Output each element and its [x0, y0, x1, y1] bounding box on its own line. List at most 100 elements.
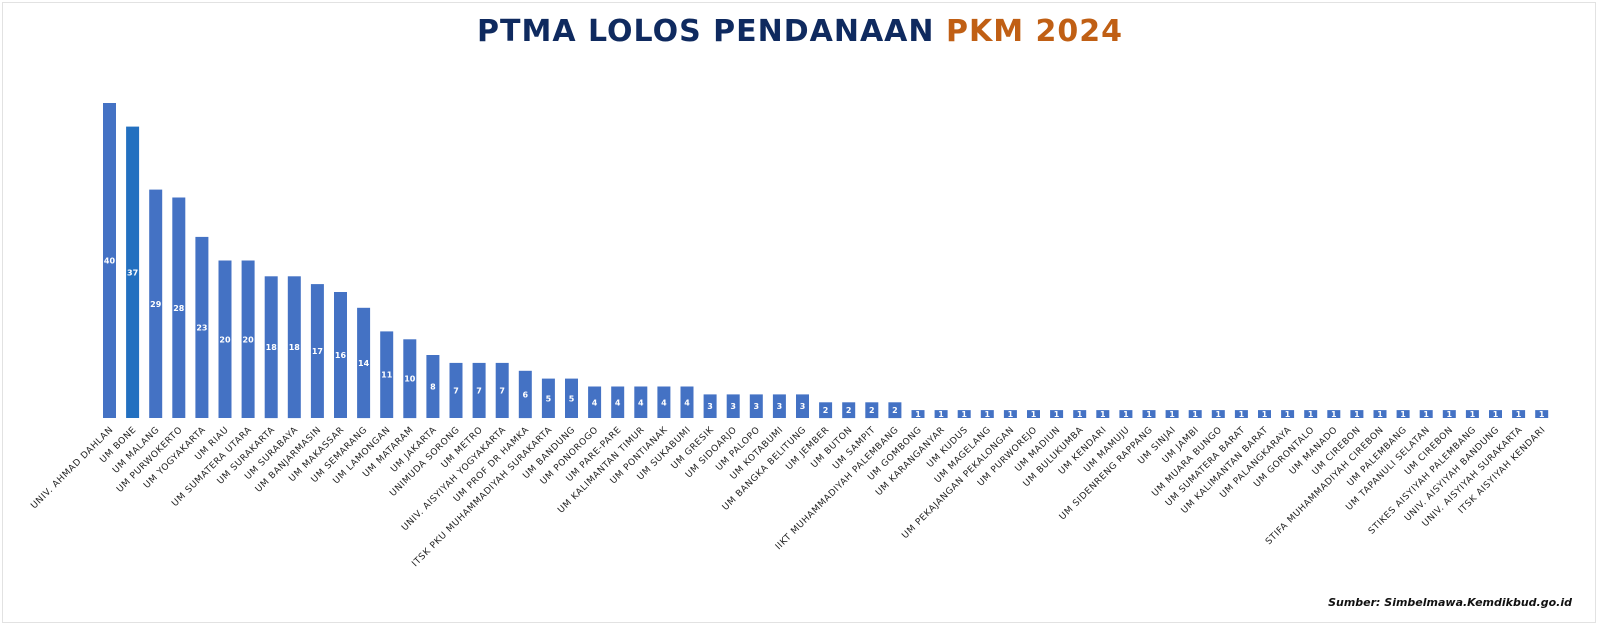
bar-value-label: 1 [1354, 410, 1360, 419]
bar [1281, 410, 1295, 418]
bar [749, 394, 763, 418]
source-note: Sumber: Simbelmawa.Kemdikbud.go.id [1328, 596, 1572, 609]
bar [726, 394, 740, 418]
bar [634, 386, 648, 418]
bar [980, 410, 994, 418]
bar [911, 410, 925, 418]
bar-value-label: 7 [453, 386, 459, 395]
bar [426, 355, 440, 418]
bar-value-label: 1 [1192, 410, 1198, 419]
bar-value-label: 4 [684, 398, 690, 407]
bar [1465, 410, 1479, 418]
bar-value-label: 1 [1400, 410, 1406, 419]
bar [1188, 410, 1202, 418]
bar-value-label: 1 [1447, 410, 1453, 419]
bar [588, 386, 602, 418]
bar [565, 378, 578, 418]
bar-value-label: 40 [104, 257, 116, 266]
bar [149, 189, 163, 418]
chart-title-accent: PKM 2024 [945, 14, 1123, 49]
bar-value-label: 1 [1308, 410, 1314, 419]
bar [126, 126, 140, 418]
bar-value-label: 1 [1331, 410, 1337, 419]
bar-value-label: 1 [1470, 410, 1476, 419]
bar-value-label: 1 [1054, 410, 1060, 419]
bar-value-label: 1 [1100, 410, 1106, 419]
bar [1165, 410, 1179, 418]
bar-value-label: 3 [800, 402, 806, 411]
bar [1373, 410, 1387, 418]
bar [172, 197, 186, 418]
bar-value-label: 1 [1493, 410, 1499, 419]
bar-value-label: 1 [1377, 410, 1383, 419]
bar-value-label: 14 [358, 359, 370, 368]
bar-value-label: 1 [1216, 410, 1222, 419]
bar-value-label: 1 [1285, 410, 1291, 419]
bar-value-label: 20 [243, 335, 255, 344]
bar-value-label: 16 [335, 351, 347, 360]
bar [380, 331, 394, 418]
bar [1327, 410, 1341, 418]
bar [796, 394, 809, 418]
bar-value-label: 4 [661, 398, 667, 407]
bar [1119, 410, 1133, 418]
bar [934, 410, 948, 418]
bar-value-label: 1 [961, 410, 967, 419]
bar [195, 236, 209, 418]
bar-value-label: 2 [869, 406, 875, 415]
bar-value-label: 29 [150, 300, 162, 309]
bar [1027, 410, 1040, 418]
bar [334, 292, 347, 418]
bar-value-label: 8 [430, 383, 436, 392]
bar-value-label: 1 [1262, 410, 1268, 419]
bar [1512, 410, 1526, 418]
bar-value-label: 2 [892, 406, 898, 415]
bar-value-label: 1 [938, 410, 944, 419]
bar [703, 394, 717, 418]
chart-title: PTMA LOLOS PENDANAAN PKM 2024 [0, 14, 1600, 49]
bar-value-label: 18 [266, 343, 278, 352]
bar [865, 402, 879, 419]
bar [1234, 410, 1248, 418]
bar-value-label: 11 [381, 371, 393, 380]
bar [241, 260, 255, 418]
bar [1073, 410, 1087, 418]
bar-value-label: 1 [1516, 410, 1522, 419]
bar [1350, 410, 1364, 418]
bar [449, 362, 463, 418]
bar [680, 386, 694, 418]
bar [495, 362, 509, 418]
bar [218, 260, 232, 418]
bar [1003, 410, 1017, 418]
bar [657, 386, 671, 418]
bar [1050, 410, 1064, 418]
bar-value-label: 1 [1239, 410, 1245, 419]
bar-value-label: 1 [1123, 410, 1129, 419]
bar-value-label: 1 [1169, 410, 1175, 419]
bar-value-label: 1 [1423, 410, 1429, 419]
bar [287, 276, 301, 419]
bar [1258, 410, 1271, 418]
bar-value-label: 7 [476, 386, 482, 395]
bar-value-label: 6 [523, 390, 529, 399]
bar-value-label: 5 [546, 394, 552, 403]
bar [1142, 410, 1156, 418]
bar-value-label: 4 [615, 398, 621, 407]
bar-value-label: 20 [219, 335, 231, 344]
bar-value-label: 1 [1146, 410, 1152, 419]
bar-value-label: 1 [1077, 410, 1083, 419]
bar [1096, 410, 1110, 418]
bar-value-label: 4 [592, 398, 598, 407]
bar-value-label: 3 [754, 402, 760, 411]
bar [772, 394, 786, 418]
bar-value-label: 3 [707, 402, 713, 411]
bar [1535, 410, 1549, 418]
bar-value-label: 18 [289, 343, 301, 352]
bar-value-label: 3 [730, 402, 736, 411]
bar-value-label: 23 [196, 323, 207, 332]
bar [1489, 410, 1502, 418]
bar-value-label: 2 [846, 406, 852, 415]
bar-value-label: 1 [1008, 410, 1014, 419]
